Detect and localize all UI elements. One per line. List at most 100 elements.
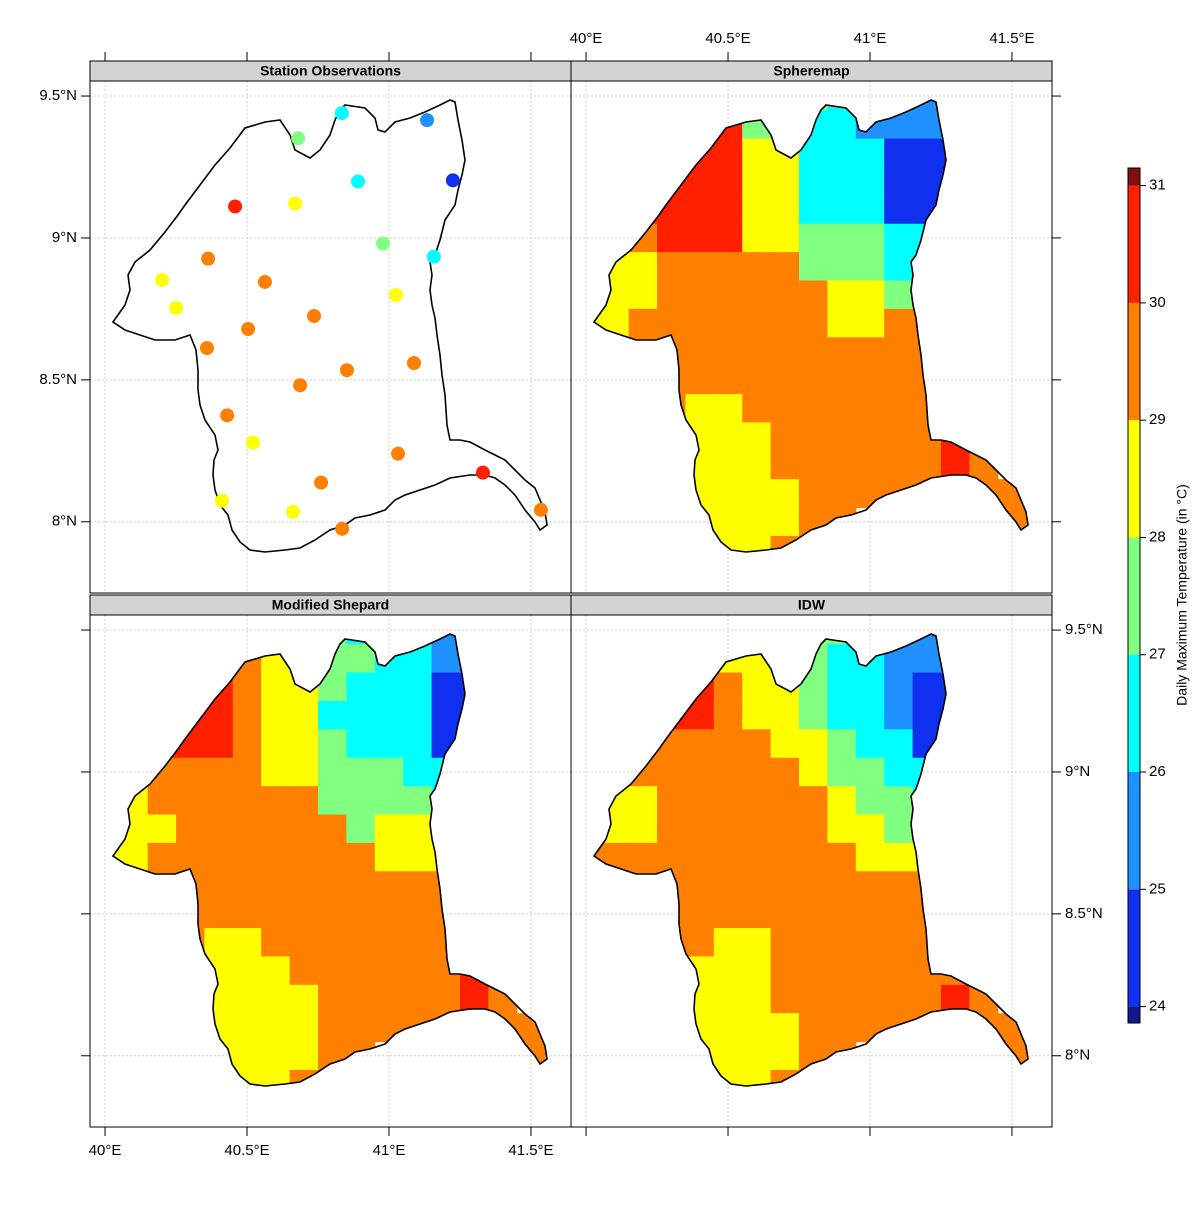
raster-cell — [742, 422, 772, 452]
raster-cell — [459, 729, 489, 759]
raster-cell — [403, 871, 433, 901]
raster-cell — [261, 1069, 291, 1086]
raster-cell — [628, 252, 658, 282]
raster-cell — [657, 1013, 687, 1043]
raster-cell — [884, 308, 914, 338]
raster-cell — [799, 507, 829, 537]
y-tick-label: 8°N — [1065, 1047, 1090, 1064]
raster-cell — [685, 984, 715, 1014]
raster-cell — [799, 223, 829, 253]
raster-cell — [318, 729, 348, 759]
raster-cell — [374, 729, 404, 759]
raster-cell — [855, 814, 885, 844]
raster-cell — [403, 729, 433, 759]
raster-cell — [657, 786, 687, 816]
raster-cell — [713, 956, 743, 986]
colorbar-tick-label: 24 — [1149, 998, 1166, 1015]
raster-cell — [176, 842, 206, 872]
raster-cell — [770, 700, 800, 730]
raster-cell — [176, 757, 206, 787]
raster-cell — [346, 644, 376, 674]
raster-cell — [940, 166, 970, 196]
raster-cell — [685, 672, 715, 702]
raster-cell — [969, 984, 999, 1014]
raster-cell — [855, 956, 885, 986]
raster-cell — [431, 871, 461, 901]
raster-cell — [742, 450, 772, 480]
panel-title: Spheremap — [773, 63, 849, 79]
raster-cell — [912, 956, 942, 986]
raster-cell — [318, 899, 348, 929]
raster-cell — [204, 814, 234, 844]
raster-cell — [657, 166, 687, 196]
raster-cell — [884, 223, 914, 253]
station-point — [220, 408, 235, 423]
raster-cell — [855, 871, 885, 901]
raster-cell — [374, 814, 404, 844]
raster-cell — [742, 280, 772, 310]
raster-cell — [176, 814, 206, 844]
raster-cell — [628, 786, 658, 816]
raster-cell — [628, 195, 658, 225]
raster-cell — [685, 786, 715, 816]
raster-cell — [799, 166, 829, 196]
raster-cell — [176, 729, 206, 759]
raster-cell — [346, 956, 376, 986]
raster-cell — [855, 422, 885, 452]
raster-cell — [685, 814, 715, 844]
raster-cell — [912, 672, 942, 702]
raster-cell — [403, 899, 433, 929]
raster-cell — [713, 450, 743, 480]
raster-cell — [289, 956, 319, 986]
station-point — [201, 251, 216, 266]
raster-cell — [232, 757, 262, 787]
raster-cell — [713, 166, 743, 196]
raster-cell — [289, 871, 319, 901]
raster-cell — [884, 842, 914, 872]
raster-cell — [176, 956, 206, 986]
raster-cell — [799, 814, 829, 844]
raster-cell — [289, 1013, 319, 1043]
raster-cell — [459, 644, 489, 674]
raster-cell — [770, 365, 800, 395]
raster-cell — [204, 842, 234, 872]
raster-cell — [204, 729, 234, 759]
raster-cell — [289, 842, 319, 872]
colorbar-segment — [1128, 420, 1140, 538]
raster-cell — [713, 365, 743, 395]
raster-cell — [799, 394, 829, 424]
raster-cell — [884, 786, 914, 816]
raster-cell — [770, 729, 800, 759]
raster-cell — [685, 365, 715, 395]
raster-cell — [884, 899, 914, 929]
raster-cell — [147, 729, 177, 759]
raster-cell — [827, 166, 857, 196]
station-point — [293, 378, 308, 393]
raster-cell — [232, 899, 262, 929]
raster-cell — [431, 672, 461, 702]
colorbar-tick-label: 28 — [1149, 528, 1166, 545]
raster-cell — [713, 899, 743, 929]
colorbar-segment — [1128, 654, 1140, 773]
raster-cell — [770, 252, 800, 282]
raster-cell — [657, 308, 687, 338]
raster-cell — [685, 871, 715, 901]
raster-cell — [261, 700, 291, 730]
raster-cell — [742, 984, 772, 1014]
raster-cell — [827, 138, 857, 168]
raster-cell — [232, 984, 262, 1014]
raster-cell — [403, 814, 433, 844]
raster-cell — [827, 899, 857, 929]
x-tick-label: 41°E — [854, 30, 887, 47]
raster-cell — [799, 450, 829, 480]
raster-cell — [261, 672, 291, 702]
raster-cell — [289, 700, 319, 730]
raster-cell — [713, 928, 743, 958]
raster-cell — [685, 700, 715, 730]
raster-cell — [799, 928, 829, 958]
raster-cell — [685, 394, 715, 424]
raster-cell — [884, 700, 914, 730]
raster-cell — [374, 899, 404, 929]
raster-cell — [799, 138, 829, 168]
